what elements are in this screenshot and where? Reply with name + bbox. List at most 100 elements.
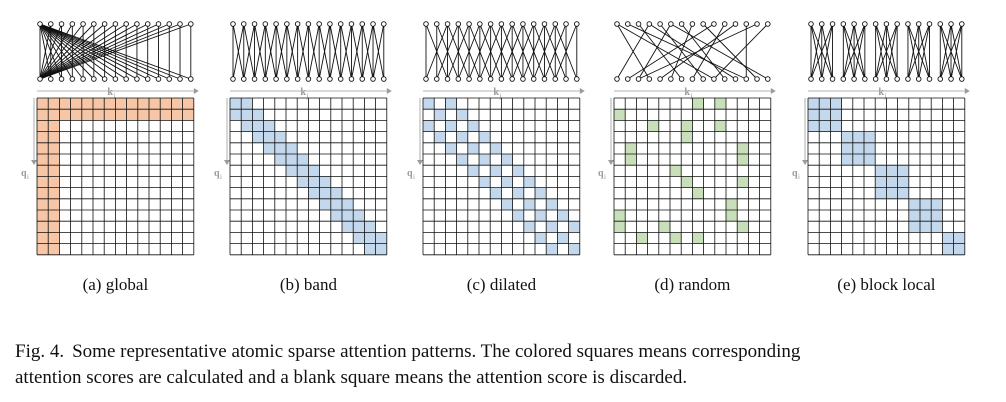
- connection-edge: [425, 23, 448, 80]
- attention-cell: [692, 232, 704, 244]
- connection-edge: [318, 23, 331, 80]
- attention-cell: [479, 131, 491, 143]
- attention-cell: [625, 154, 637, 166]
- attention-cell: [59, 98, 71, 110]
- token-node: [370, 21, 376, 27]
- attention-cell: [342, 198, 354, 210]
- figure-caption-label: Fig. 4.: [15, 341, 65, 362]
- attention-cell: [490, 165, 502, 177]
- token-node: [894, 21, 900, 27]
- token-node: [668, 21, 674, 27]
- query-axis-subscript: i: [27, 173, 29, 181]
- attention-cell: [182, 109, 194, 121]
- attention-cell: [490, 187, 502, 199]
- connection-edge: [950, 23, 963, 80]
- attention-cell: [297, 176, 309, 188]
- attention-cell: [37, 198, 49, 210]
- token-node: [359, 21, 366, 27]
- attention-cell: [330, 198, 342, 210]
- connection-edge: [544, 23, 567, 80]
- token-node: [188, 21, 194, 27]
- token-node: [520, 76, 526, 82]
- connection-edge: [692, 23, 726, 80]
- attention-cell: [445, 120, 457, 132]
- attention-cell: [297, 165, 309, 177]
- token-node: [614, 76, 620, 82]
- attention-cell: [808, 98, 820, 110]
- connection-edge: [297, 23, 309, 80]
- token-node: [743, 76, 750, 82]
- query-axis-arrowhead: [608, 160, 614, 165]
- attention-cell: [48, 221, 60, 233]
- attention-cell: [490, 142, 502, 154]
- attention-cell: [81, 98, 93, 110]
- connection-edge: [436, 23, 459, 80]
- attention-cell: [897, 176, 909, 188]
- attention-cell: [920, 198, 932, 210]
- attention-cell: [263, 142, 275, 154]
- connection-edge: [264, 23, 277, 80]
- key-axis-arrowhead: [193, 88, 199, 94]
- connection-edge: [39, 23, 159, 80]
- token-node: [273, 21, 279, 27]
- attention-cell: [670, 232, 682, 244]
- connection-edge: [39, 23, 116, 80]
- token-node: [721, 76, 728, 82]
- token-node: [937, 76, 944, 82]
- token-node: [574, 76, 580, 82]
- token-node: [337, 21, 344, 27]
- attention-cell: [37, 154, 49, 166]
- token-node: [926, 76, 933, 82]
- token-node: [765, 76, 771, 82]
- attention-cell: [819, 98, 831, 110]
- attention-matrix: [422, 97, 581, 256]
- attention-cell: [942, 232, 954, 244]
- attention-cell: [456, 109, 468, 121]
- attention-cell: [714, 120, 726, 132]
- attention-cell: [737, 154, 749, 166]
- attention-cell: [297, 154, 309, 166]
- token-node: [959, 21, 965, 27]
- token-node: [754, 21, 760, 27]
- connection-edge: [361, 23, 374, 80]
- token-node: [434, 21, 440, 27]
- query-axis-subscript: i: [220, 173, 222, 181]
- connection-edge: [638, 23, 758, 80]
- attention-cell: [48, 210, 60, 222]
- attention-cell: [614, 210, 626, 222]
- attention-cell: [897, 187, 909, 199]
- attention-cell: [852, 154, 864, 166]
- connection-edge: [254, 23, 266, 80]
- token-node: [423, 76, 429, 82]
- token-node: [851, 21, 857, 27]
- token-node: [614, 21, 620, 27]
- token-node: [689, 21, 696, 27]
- attention-cell: [886, 165, 898, 177]
- token-node: [635, 76, 642, 82]
- connection-edge: [39, 23, 181, 80]
- token-node: [819, 76, 825, 82]
- connection-graph: [423, 21, 580, 82]
- token-node: [829, 21, 836, 27]
- connection-edge: [511, 23, 535, 80]
- token-node: [101, 76, 108, 82]
- token-node: [241, 76, 247, 82]
- attention-cell: [568, 243, 580, 255]
- token-node: [58, 21, 65, 27]
- attention-cell: [670, 165, 682, 177]
- attention-cell: [568, 221, 580, 233]
- attention-cell: [434, 131, 446, 143]
- attention-cell: [353, 232, 365, 244]
- attention-cell: [263, 131, 275, 143]
- connection-graph: [808, 21, 965, 82]
- token-node: [348, 21, 355, 27]
- attention-cell: [252, 131, 264, 143]
- query-axis-arrowhead: [802, 160, 808, 165]
- token-node: [381, 76, 387, 82]
- attention-cell: [241, 109, 253, 121]
- token-node: [732, 21, 739, 27]
- key-axis-subscript: j: [689, 92, 692, 100]
- attention-cell: [841, 154, 853, 166]
- token-node: [305, 21, 312, 27]
- attention-cell: [37, 142, 49, 154]
